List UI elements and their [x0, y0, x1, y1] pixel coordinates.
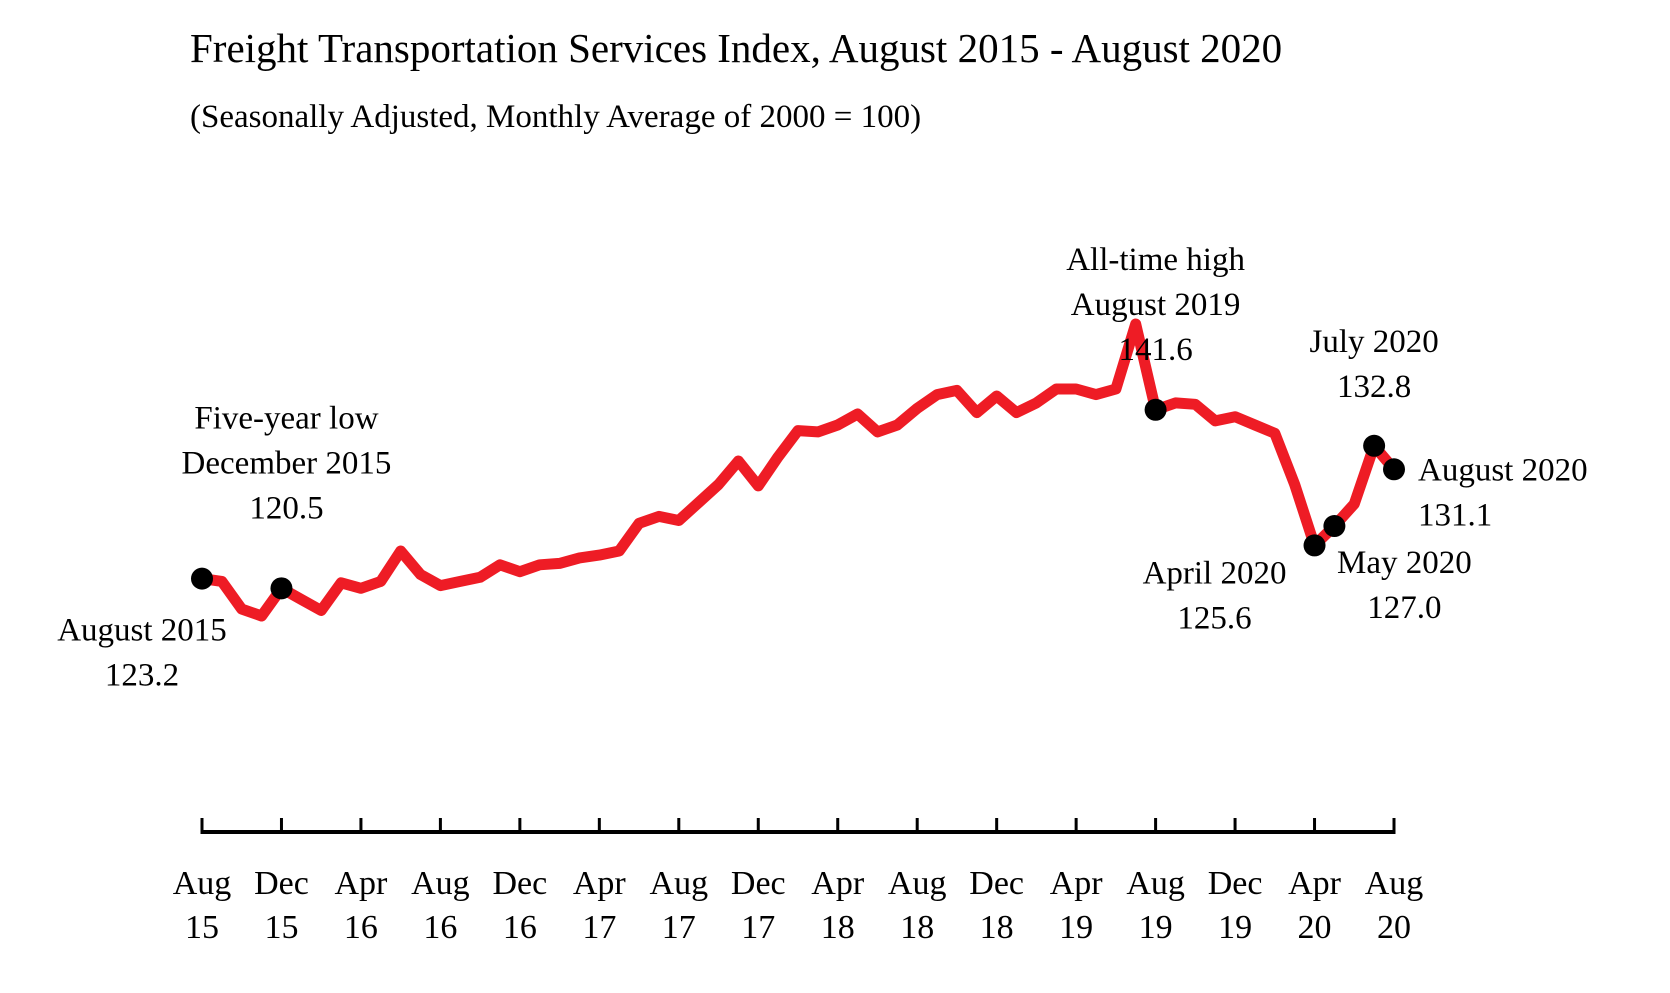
- annotation-label: Five-year low December 2015 120.5: [182, 400, 392, 526]
- annotation-line: August 2019: [1071, 287, 1241, 323]
- x-tick-year: 16: [423, 909, 457, 946]
- x-tick-label: Dec 15: [254, 865, 309, 946]
- series-line-layer: [196, 318, 1400, 622]
- x-tick-month: Apr: [573, 865, 627, 902]
- chart-title: Freight Transportation Services Index, A…: [190, 25, 1282, 71]
- x-tick-month: Dec: [731, 865, 786, 902]
- x-tick-year: 17: [662, 909, 696, 946]
- chart-subtitle: (Seasonally Adjusted, Monthly Average of…: [190, 99, 921, 135]
- annotation-line: April 2020: [1143, 555, 1287, 591]
- x-tick-month: Apr: [1050, 865, 1104, 902]
- x-tick-label: Aug 20: [1365, 865, 1424, 946]
- annotation-line: July 2020: [1310, 324, 1439, 360]
- x-tick-month: Aug: [411, 865, 470, 902]
- annotation-line: 123.2: [105, 658, 179, 694]
- x-tick-year: 17: [741, 909, 775, 946]
- x-tick-month: Dec: [969, 865, 1024, 902]
- x-tick-label: Apr 20: [1288, 865, 1342, 946]
- annotation-line: August 2015: [57, 613, 227, 649]
- x-tick-label: Aug 16: [411, 865, 470, 946]
- x-tick-label: Apr 18: [811, 865, 865, 946]
- x-tick-label: Aug 15: [173, 865, 232, 946]
- x-tick-label: Aug 19: [1126, 865, 1185, 946]
- x-tick-year: 15: [185, 909, 219, 946]
- marker-layer: [191, 398, 1405, 600]
- x-tick-year: 18: [821, 909, 855, 946]
- annotation-line: 132.8: [1337, 369, 1411, 405]
- annotation-line: 141.6: [1118, 332, 1192, 368]
- data-point-marker: [1303, 534, 1326, 557]
- annotation-layer: August 2015 123.2 Five-year low December 20…: [57, 242, 1587, 694]
- annotation-label: April 2020 125.6: [1143, 555, 1287, 636]
- series-line: [196, 318, 1400, 622]
- x-tick-month: Dec: [1208, 865, 1263, 902]
- x-tick-year: 20: [1298, 909, 1332, 946]
- annotation-label: All-time high August 2019 141.6: [1066, 242, 1245, 368]
- x-tick-month: Apr: [334, 865, 388, 902]
- x-tick-year: 18: [900, 909, 934, 946]
- x-tick-year: 16: [503, 909, 537, 946]
- x-tick-month: Aug: [888, 865, 947, 902]
- x-tick-year: 18: [980, 909, 1014, 946]
- x-tick-year: 16: [344, 909, 378, 946]
- x-tick-label: Apr 17: [573, 865, 627, 946]
- data-point-marker: [1323, 515, 1346, 538]
- x-tick-label: Dec 16: [492, 865, 547, 946]
- x-tick-label: Dec 17: [731, 865, 786, 946]
- x-tick-label: Apr 19: [1050, 865, 1104, 946]
- x-tick-month: Aug: [650, 865, 709, 902]
- x-tick-month: Apr: [811, 865, 865, 902]
- annotation-line: Five-year low: [194, 400, 378, 436]
- annotation-line: December 2015: [182, 445, 392, 481]
- x-tick-month: Aug: [1126, 865, 1185, 902]
- annotation-line: 125.6: [1177, 600, 1251, 636]
- x-tick-month: Aug: [173, 865, 232, 902]
- x-tick-label: Aug 18: [888, 865, 947, 946]
- x-tick-month: Aug: [1365, 865, 1424, 902]
- data-point-marker: [191, 567, 213, 590]
- annotation-line: May 2020: [1337, 545, 1472, 581]
- annotation-line: 120.5: [249, 490, 323, 526]
- annotation-line: August 2020: [1418, 452, 1588, 488]
- annotation-label: August 2015 123.2: [57, 613, 227, 694]
- x-tick-year: 20: [1377, 909, 1411, 946]
- x-tick-label: Dec 19: [1208, 865, 1263, 946]
- data-point-marker: [1144, 398, 1167, 421]
- x-tick-label: Apr 16: [334, 865, 388, 946]
- x-tick-month: Dec: [492, 865, 547, 902]
- x-tick-label: Dec 18: [969, 865, 1024, 946]
- x-tick-month: Dec: [254, 865, 309, 902]
- data-point-marker: [270, 577, 293, 600]
- x-tick-month: Apr: [1288, 865, 1342, 902]
- annotation-label: August 2020 131.1: [1418, 452, 1588, 533]
- x-tick-year: 19: [1059, 909, 1093, 946]
- annotation-line: 127.0: [1367, 590, 1441, 626]
- x-tick-label: Aug 17: [650, 865, 709, 946]
- data-point-marker: [1363, 434, 1386, 457]
- x-tick-year: 19: [1139, 909, 1173, 946]
- annotation-line: All-time high: [1066, 242, 1245, 278]
- annotation-label: July 2020 132.8: [1310, 324, 1439, 405]
- data-point-marker: [1383, 458, 1405, 481]
- x-axis: Aug 15 Dec 15 Apr 16 Aug 16 Dec 16 Apr 17 Aug 17 Dec 17…: [173, 818, 1424, 946]
- x-tick-year: 15: [264, 909, 298, 946]
- annotation-label: May 2020 127.0: [1337, 545, 1472, 626]
- annotation-line: 131.1: [1418, 497, 1492, 533]
- x-tick-year: 17: [582, 909, 616, 946]
- x-tick-year: 19: [1218, 909, 1252, 946]
